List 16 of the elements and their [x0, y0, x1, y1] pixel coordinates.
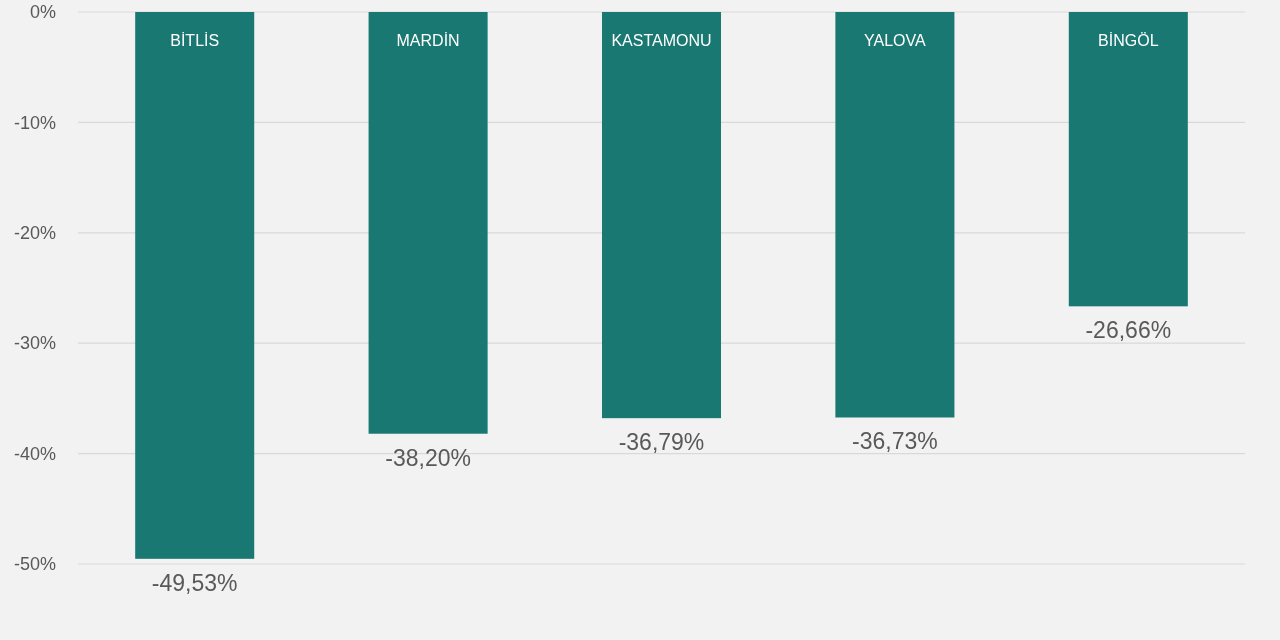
data-label: -38,20%: [385, 444, 471, 471]
y-tick-label: -40%: [13, 443, 56, 464]
data-label: -26,66%: [1085, 317, 1172, 344]
y-tick-label: -10%: [13, 112, 56, 133]
x-tick-label: MARDİN: [396, 31, 460, 49]
data-label: -36,73%: [852, 428, 938, 455]
y-tick-label: -50%: [13, 554, 56, 575]
x-tick-label: KASTAMONU: [611, 32, 712, 49]
x-tick-label: YALOVA: [864, 32, 927, 49]
data-label: -49,53%: [151, 569, 238, 596]
x-tick-label: BİNGÖL: [1098, 31, 1159, 49]
y-tick-label: -20%: [13, 223, 56, 244]
y-tick-label: -30%: [13, 333, 56, 354]
x-tick-label: BİTLİS: [170, 31, 220, 49]
y-tick-label: 0%: [29, 2, 56, 23]
data-label: -36,79%: [618, 429, 705, 456]
